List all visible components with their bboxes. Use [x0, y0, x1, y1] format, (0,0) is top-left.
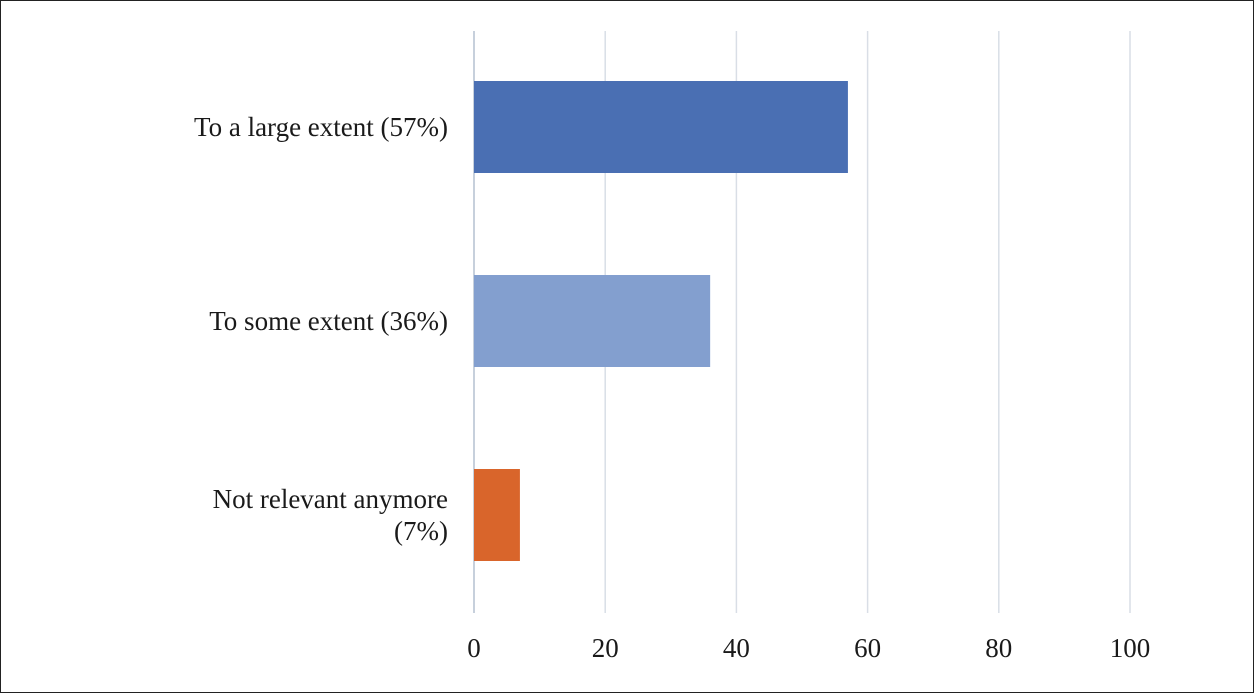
x-tick-label: 60 — [854, 633, 881, 663]
x-tick-labels: 0 20 40 60 80 100 — [467, 633, 1150, 663]
category-labels: To a large extent (57%) To some extent (3… — [194, 112, 448, 546]
x-tick-label: 80 — [985, 633, 1012, 663]
x-tick-label: 100 — [1110, 633, 1151, 663]
category-label: Not relevant anymore (7%) — [213, 484, 448, 546]
category-label-line: To a large extent (57%) — [194, 112, 448, 142]
category-label: To some extent (36%) — [209, 306, 448, 336]
bars — [474, 81, 848, 561]
bar — [474, 275, 711, 367]
x-tick-label: 20 — [592, 633, 619, 663]
bar — [474, 81, 848, 173]
x-tick-label: 0 — [467, 633, 481, 663]
category-label: To a large extent (57%) — [194, 112, 448, 142]
x-tick-label: 40 — [723, 633, 750, 663]
category-label-line: (7%) — [394, 516, 448, 546]
category-label-line: Not relevant anymore — [213, 484, 448, 514]
bar — [474, 469, 520, 561]
category-label-line: To some extent (36%) — [209, 306, 448, 336]
